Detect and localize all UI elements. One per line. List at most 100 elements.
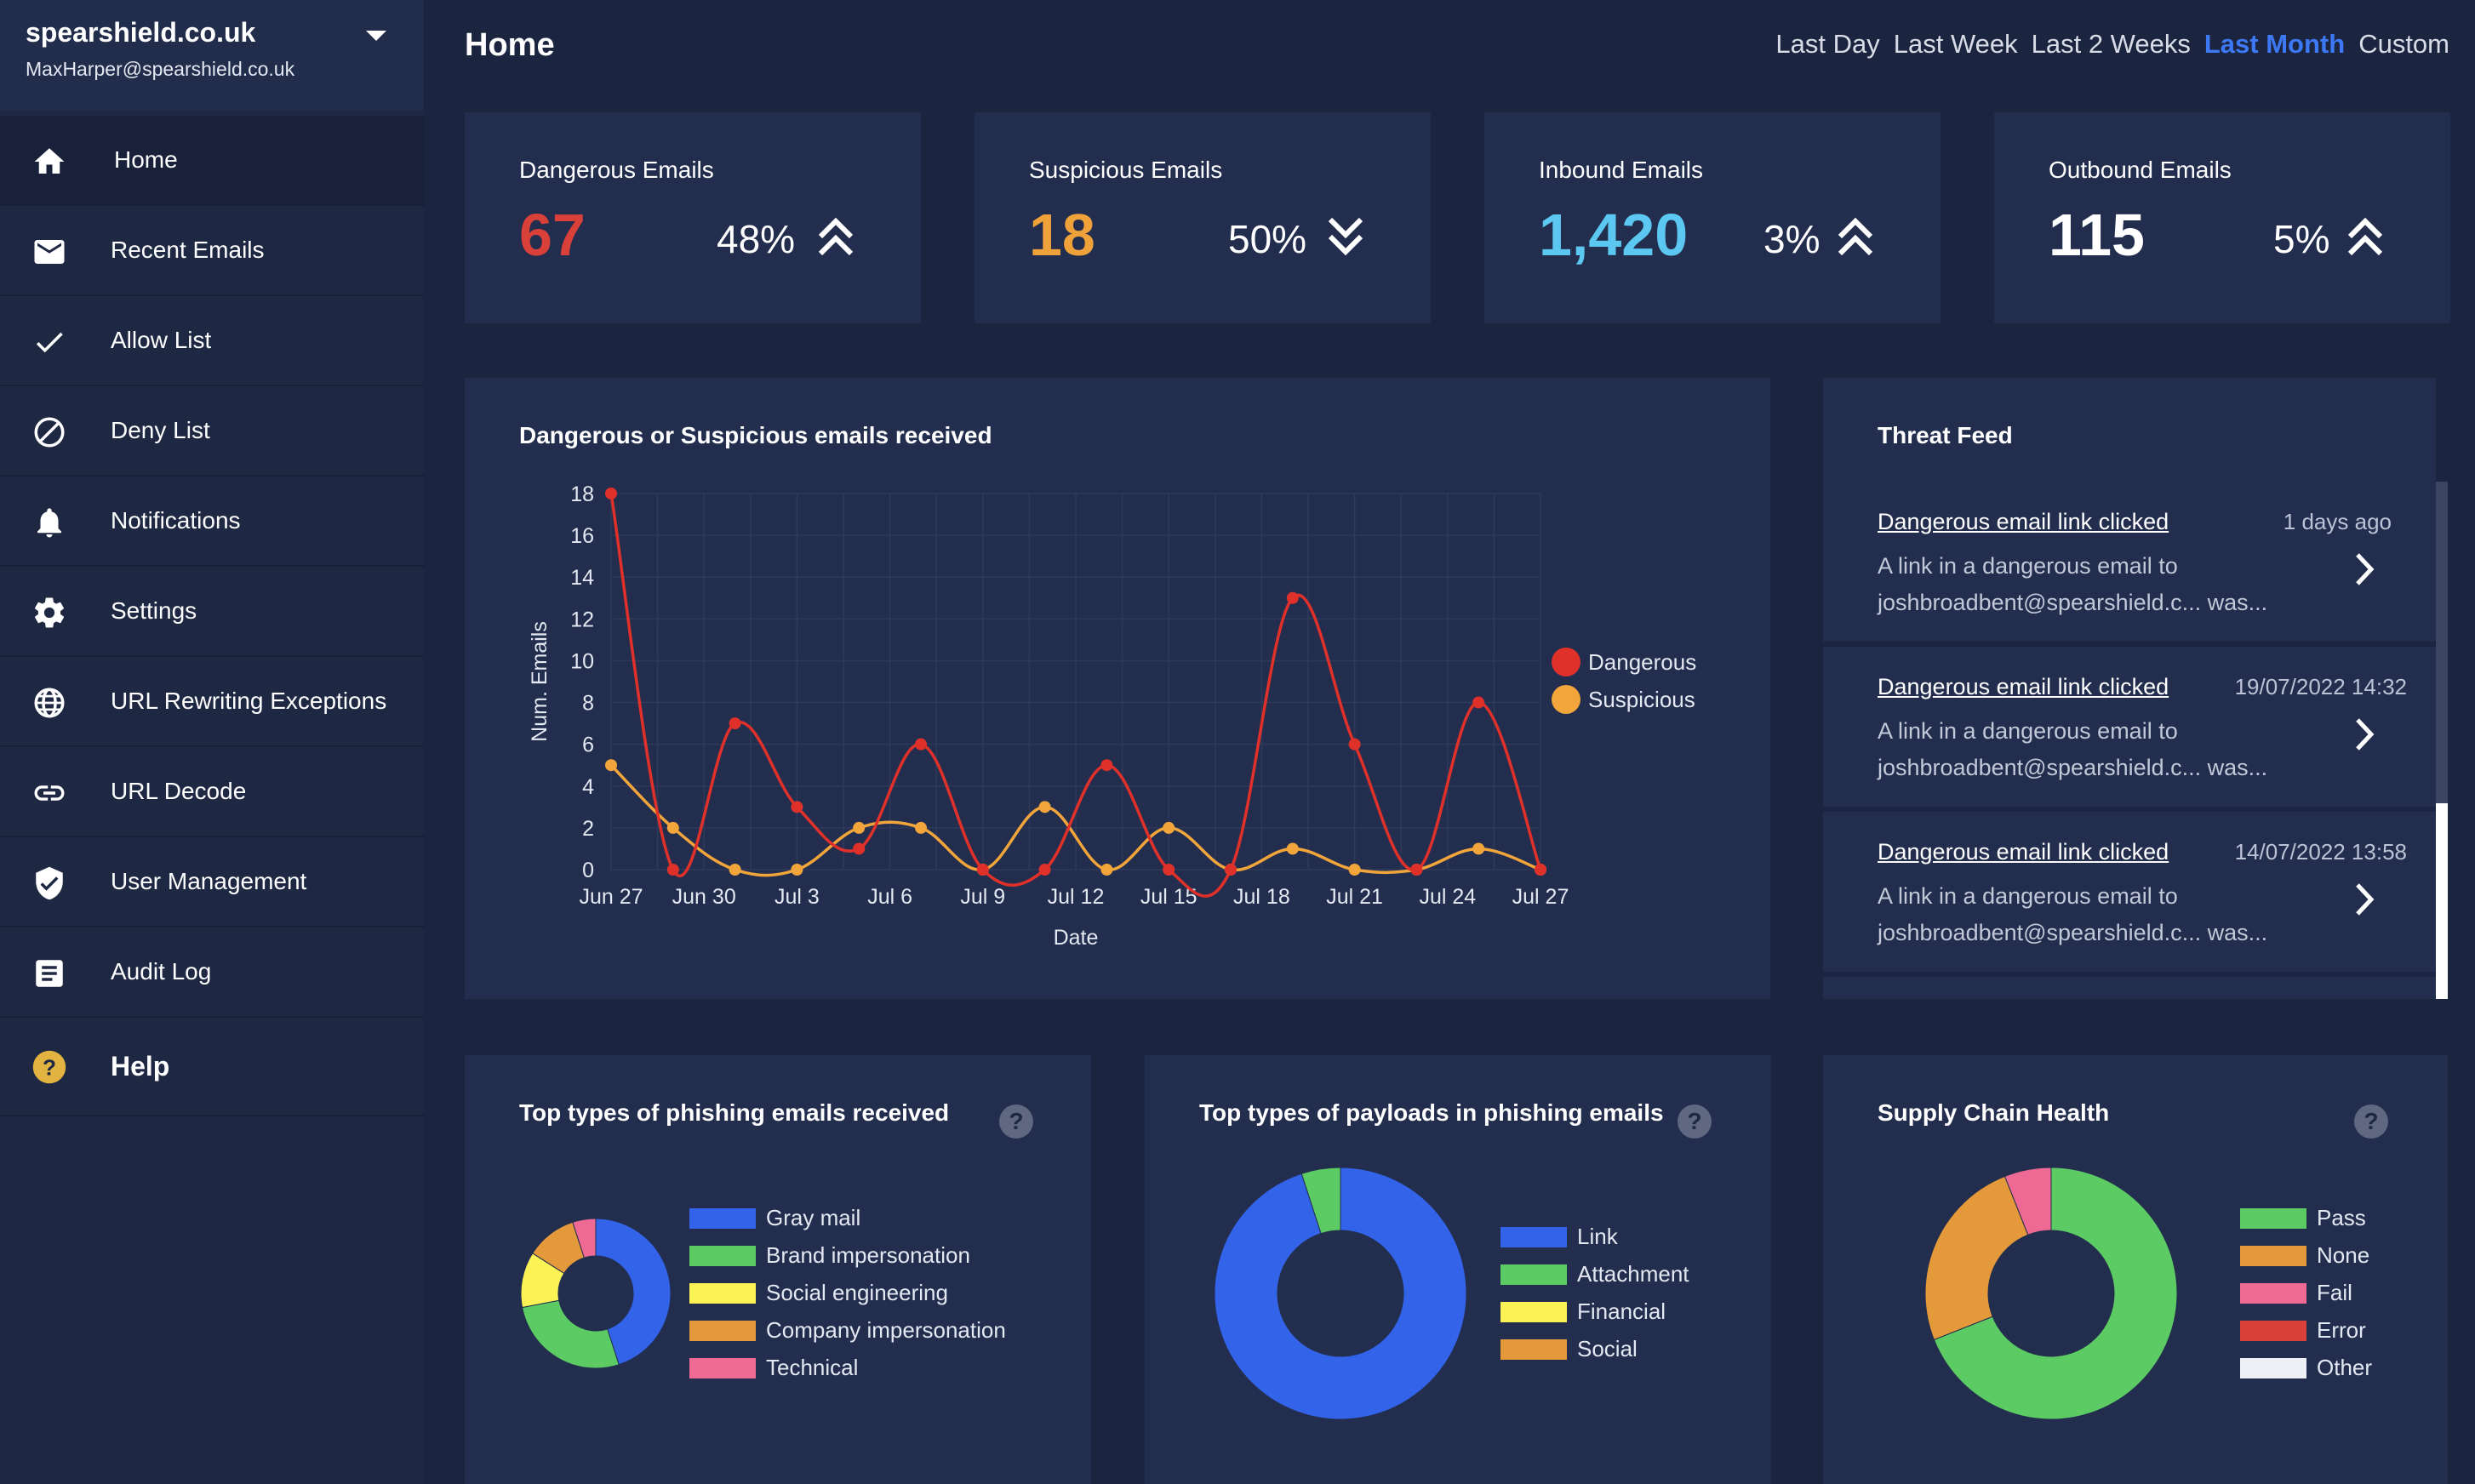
data-point-dangerous [1472,696,1485,709]
data-point-suspicious [1038,801,1051,813]
legend-label: Link [1577,1224,1618,1249]
threat-feed-item-title[interactable]: Dangerous email link clicked [1878,509,2169,534]
document-icon [31,956,68,990]
caret-down-icon[interactable] [361,22,392,48]
legend-swatch [1500,1338,1567,1360]
legend-item[interactable]: Social [1500,1336,1638,1362]
data-point-dangerous [1038,864,1051,876]
legend-swatch [689,1320,756,1341]
legend-item[interactable]: Company impersonation [689,1317,1006,1344]
legend-item[interactable]: Other [2240,1355,2372,1381]
data-point-dangerous [791,801,803,813]
legend-item[interactable]: Technical [689,1355,858,1381]
legend-label: Gray mail [766,1205,861,1230]
legend-item[interactable]: Pass [2240,1205,2366,1231]
sidebar-item-notifications[interactable]: Notifications [0,477,424,567]
chevron-right-icon[interactable] [2347,713,2381,756]
y-tick-label: 10 [570,649,594,673]
org-switcher[interactable]: spearshield.co.uk MaxHarper@spearshield.… [0,0,424,111]
line-chart: 0 2 4 6 8 10 12 14 16 18 Jun 27 Jun 30 Jul 3 Jul 6 Jul… [528,482,1696,950]
legend-swatch [689,1207,756,1229]
help-icon[interactable]: ? [1678,1104,1712,1139]
help-icon[interactable]: ? [999,1104,1033,1139]
sidebar-item-audit-log[interactable]: Audit Log [0,928,424,1018]
sidebar-item-label: Settings [111,597,197,624]
stat-label: Outbound Emails [2049,157,2232,183]
sidebar-nav: Home Recent Emails Allow List Deny List … [0,116,424,1116]
data-point-suspicious [605,759,617,772]
legend-swatch [1500,1226,1567,1247]
description-line: joshbroadbent@spearshield.c... was... [1878,755,2268,780]
range-last-week[interactable]: Last Week [1893,29,2018,59]
series-line-dangerous [609,493,1542,898]
threat-feed-item[interactable]: Dangerous email link clicked 1 days ago … [1823,482,2436,642]
donut-slice-none [1924,1175,2029,1341]
threat-feed-item-title[interactable]: Dangerous email link clicked [1878,674,2169,699]
legend-swatch [2240,1357,2306,1378]
chevron-right-icon[interactable] [2347,878,2381,921]
threat-feed-item[interactable] [1823,977,2436,999]
legend-item[interactable]: Link [1500,1224,1618,1250]
legend-item[interactable]: Brand impersonation [689,1242,970,1269]
legend-item[interactable]: Attachment [1500,1261,1689,1287]
y-tick-label: 14 [570,566,594,590]
chevron-right-icon[interactable] [2347,548,2381,591]
stat-label: Dangerous Emails [519,157,714,183]
line-chart-panel: Dangerous or Suspicious emails received … [465,378,1770,999]
bell-icon [31,505,68,539]
sidebar-item-home[interactable]: Home [0,116,424,206]
data-point-dangerous [729,717,741,730]
legend-item[interactable]: Financial [1500,1298,1666,1325]
donut-slice-link [1214,1167,1467,1420]
help-icon[interactable]: ? [2354,1104,2388,1139]
stat-change: 50% [1228,217,1307,261]
threat-feed-item-time: 14/07/2022 13:58 [2234,839,2407,865]
legend-item[interactable]: Fail [2240,1280,2352,1306]
y-tick-label: 16 [570,524,594,548]
legend-item[interactable]: None [2240,1242,2369,1269]
description-line: joshbroadbent@spearshield.c... was... [1878,920,2268,945]
legend-item[interactable]: Social engineering [689,1280,948,1306]
legend-item[interactable]: Error [2240,1317,2366,1344]
sidebar-item-url-rewriting-exceptions[interactable]: URL Rewriting Exceptions [0,657,424,747]
legend-swatch [1500,1301,1567,1322]
double-chevron-down-icon [1328,217,1363,256]
sidebar-item-help[interactable]: ? Help [0,1018,424,1116]
stat-card-inbound: Inbound Emails 1,420 3% [1484,112,1941,323]
threat-feed-item-description: A link in a dangerous email to joshbroadb… [1878,878,2320,951]
range-last-2-weeks[interactable]: Last 2 Weeks [2031,29,2191,59]
range-last-month[interactable]: Last Month [2203,29,2346,59]
link-icon [31,776,68,810]
sidebar-item-deny-list[interactable]: Deny List [0,386,424,477]
threat-feed-item[interactable]: Dangerous email link clicked 19/07/2022 … [1823,647,2436,807]
data-point-suspicious [853,821,866,834]
threat-feed-scrollbar-thumb[interactable] [2436,803,2448,999]
sidebar-item-label: Deny List [111,417,210,443]
legend-swatch [2240,1245,2306,1266]
range-custom[interactable]: Custom [2358,29,2449,59]
sidebar-item-user-management[interactable]: User Management [0,837,424,928]
threat-feed-item[interactable]: Dangerous email link clicked 14/07/2022 … [1823,812,2436,972]
legend-item[interactable]: Gray mail [689,1205,860,1231]
legend-swatch [2240,1282,2306,1304]
y-tick-label: 4 [582,775,594,799]
threat-feed-list: Dangerous email link clicked 1 days ago … [1823,482,2436,999]
data-point-dangerous [915,738,927,751]
y-axis-label: Num. Emails [528,621,552,742]
shield-check-icon [31,866,68,900]
description-line: joshbroadbent@spearshield.c... was... [1878,590,2268,615]
threat-feed-item-time: 1 days ago [2283,509,2392,534]
sidebar-item-allow-list[interactable]: Allow List [0,296,424,386]
range-last-day[interactable]: Last Day [1775,29,1880,59]
sidebar-item-settings[interactable]: Settings [0,567,424,657]
threat-feed-header: Threat Feed [1823,378,2436,482]
x-axis-label: Date [1054,926,1099,950]
legend-marker-dangerous [1552,648,1580,676]
sidebar-item-url-decode[interactable]: URL Decode [0,747,424,837]
data-point-dangerous [1100,759,1113,772]
stat-value: 115 [2049,202,2145,268]
org-email: MaxHarper@spearshield.co.uk [26,58,295,80]
threat-feed-item-description: A link in a dangerous email to joshbroadb… [1878,713,2320,786]
threat-feed-item-title[interactable]: Dangerous email link clicked [1878,839,2169,865]
sidebar-item-recent-emails[interactable]: Recent Emails [0,206,424,296]
